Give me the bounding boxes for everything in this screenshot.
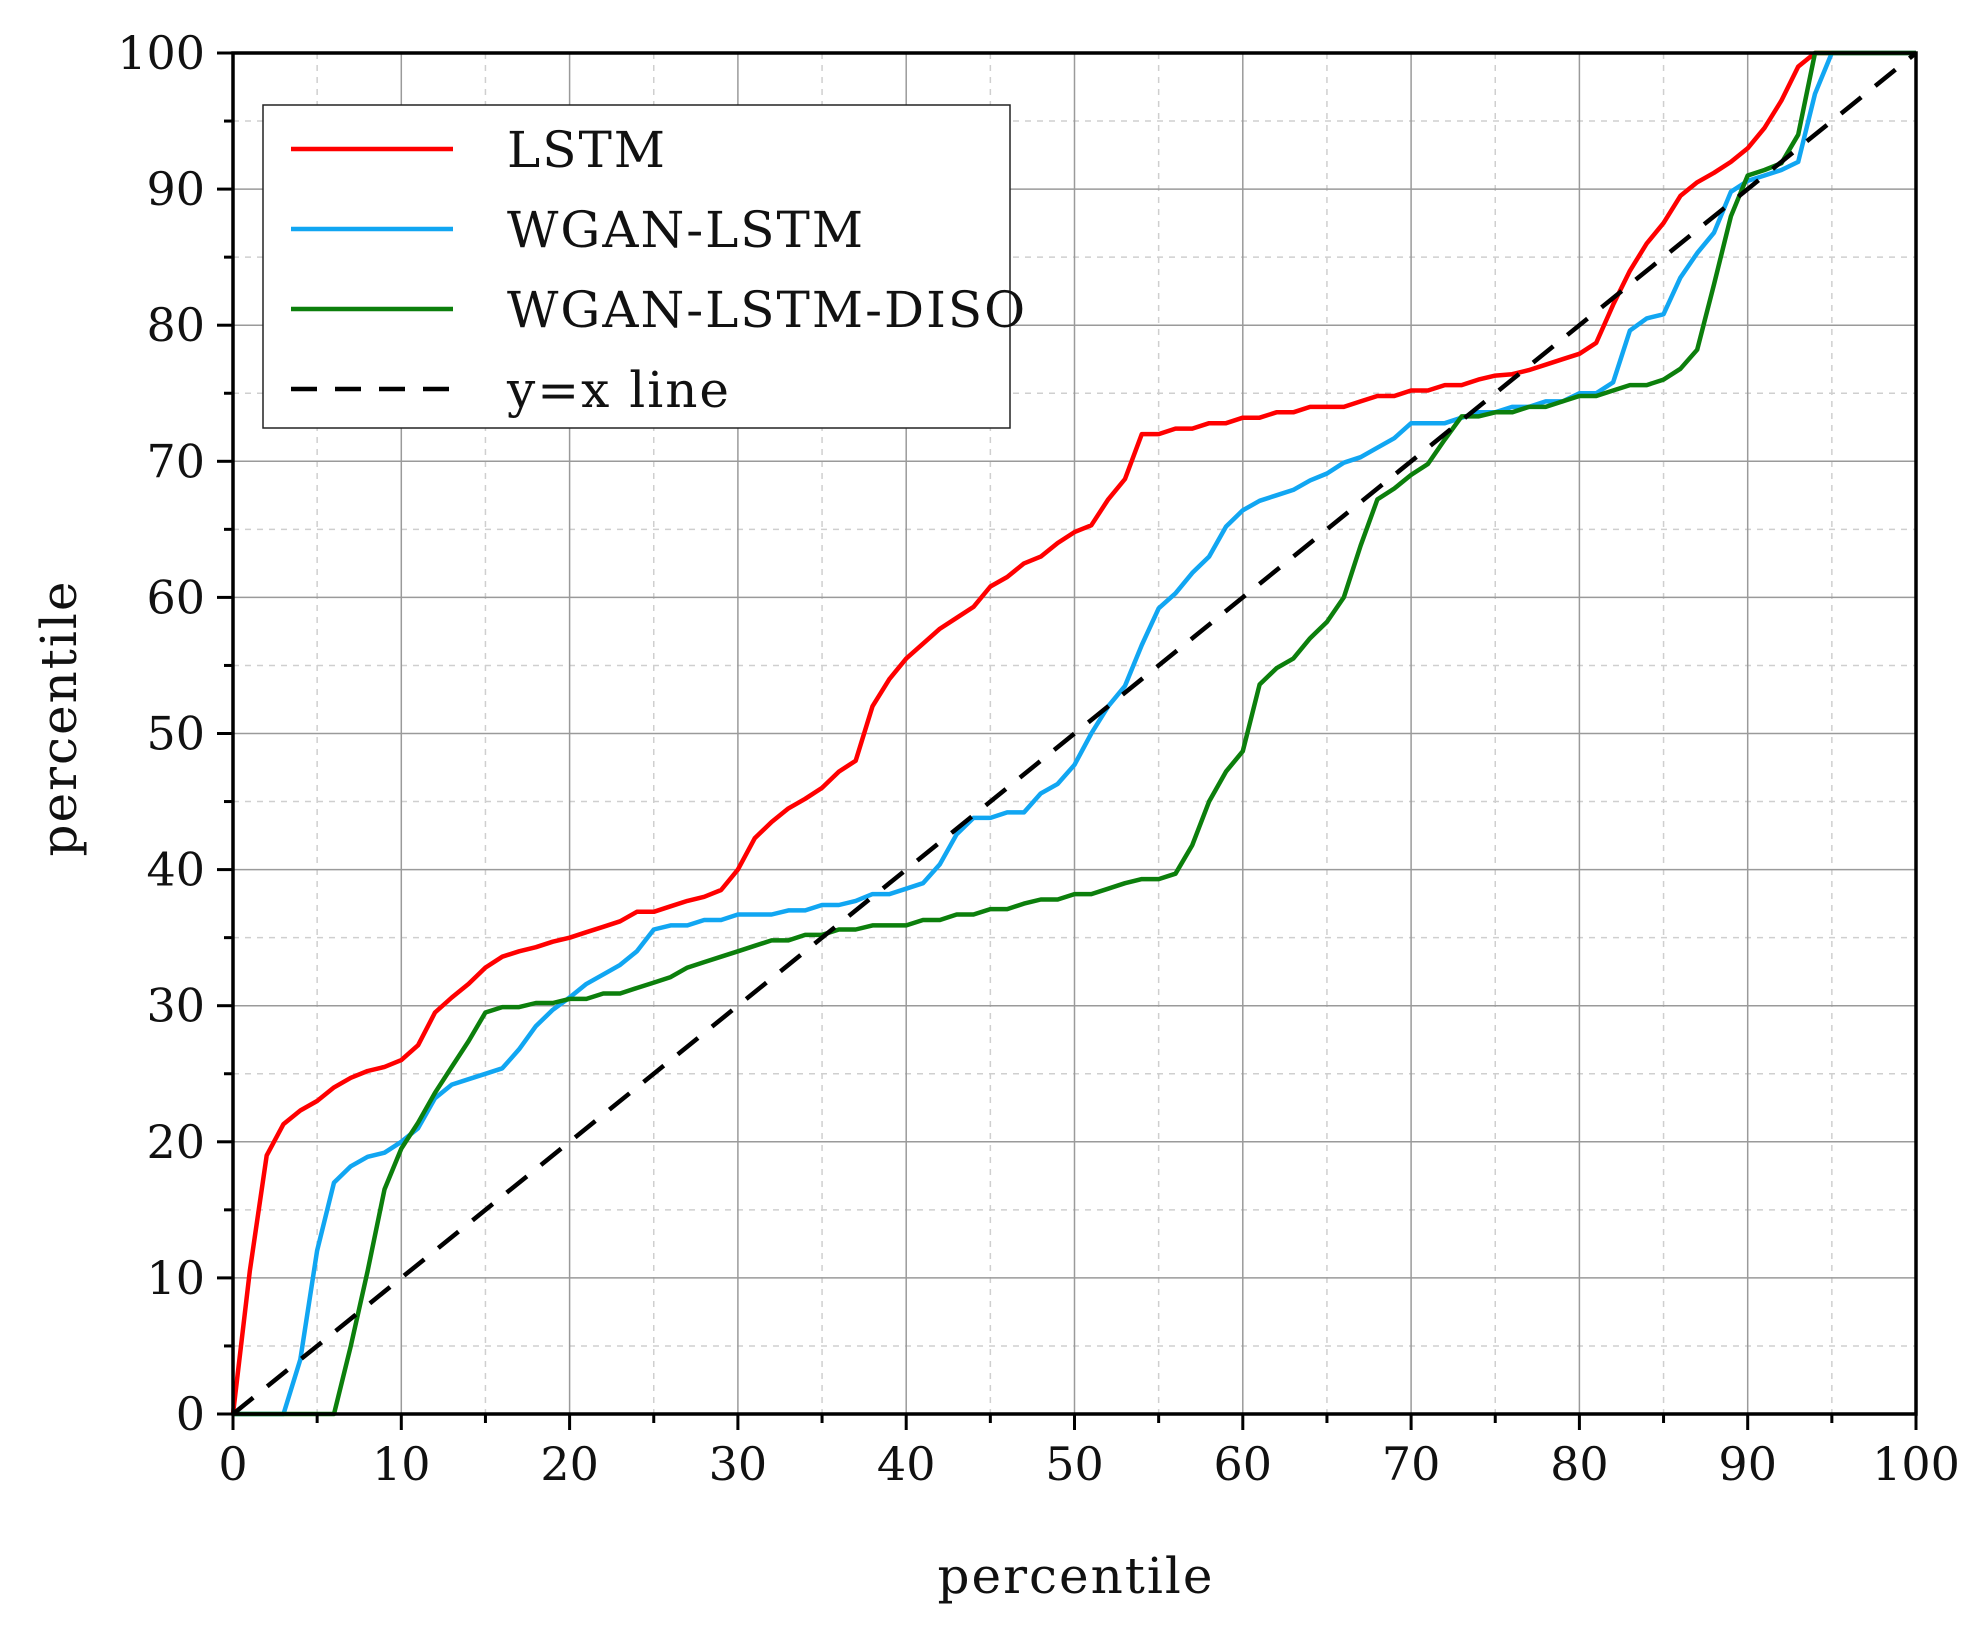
x-tick-label: 50	[1045, 1437, 1104, 1491]
x-tick-label: 100	[1872, 1437, 1960, 1491]
y-tick-label: 90	[146, 162, 205, 216]
series-line-lstm	[230, 50, 1916, 1415]
legend-label: y=x line	[506, 361, 731, 419]
x-tick-label: 20	[540, 1437, 599, 1491]
legend-box	[262, 104, 1011, 429]
y-axis-label: percentile	[30, 580, 88, 857]
y-tick-label: 50	[146, 707, 205, 761]
x-tick-label: 30	[709, 1437, 768, 1491]
y-tick-label: 80	[146, 298, 205, 352]
x-tick-label: 90	[1718, 1437, 1777, 1491]
legend: LSTM WGAN-LSTM WGAN-LSTM-DISO y=x line	[262, 104, 1027, 429]
y-tick-label: 100	[117, 26, 205, 80]
legend-label: LSTM	[507, 121, 667, 179]
x-tick-label: 60	[1214, 1437, 1273, 1491]
series-line-y-x-line	[231, 51, 1918, 1416]
x-tick-label: 70	[1382, 1437, 1441, 1491]
axis-ticks: 00 10 10 20 20 30 30 40 40 50 50 60 60 70 70 80 80 90 90 10…	[117, 26, 1960, 1491]
x-tick-label: 0	[218, 1437, 247, 1491]
series-lines	[230, 50, 1918, 1417]
y-tick-label: 60	[146, 570, 205, 624]
y-tick-label: 10	[146, 1251, 205, 1305]
x-tick-label: 10	[372, 1437, 431, 1491]
legend-label: WGAN-LSTM-DISO	[507, 281, 1027, 339]
x-tick-label: 80	[1550, 1437, 1609, 1491]
series-line-wgan-lstm	[233, 50, 1916, 1417]
x-axis-label: percentile	[938, 1547, 1215, 1605]
y-tick-label: 0	[176, 1387, 205, 1441]
y-tick-label: 70	[146, 434, 205, 488]
y-tick-label: 40	[146, 843, 205, 897]
y-tick-label: 20	[146, 1115, 205, 1169]
x-tick-label: 40	[877, 1437, 936, 1491]
legend-label: WGAN-LSTM	[507, 201, 865, 259]
y-tick-label: 30	[146, 979, 205, 1033]
series-line-wgan-lstm-diso	[233, 50, 1916, 1417]
